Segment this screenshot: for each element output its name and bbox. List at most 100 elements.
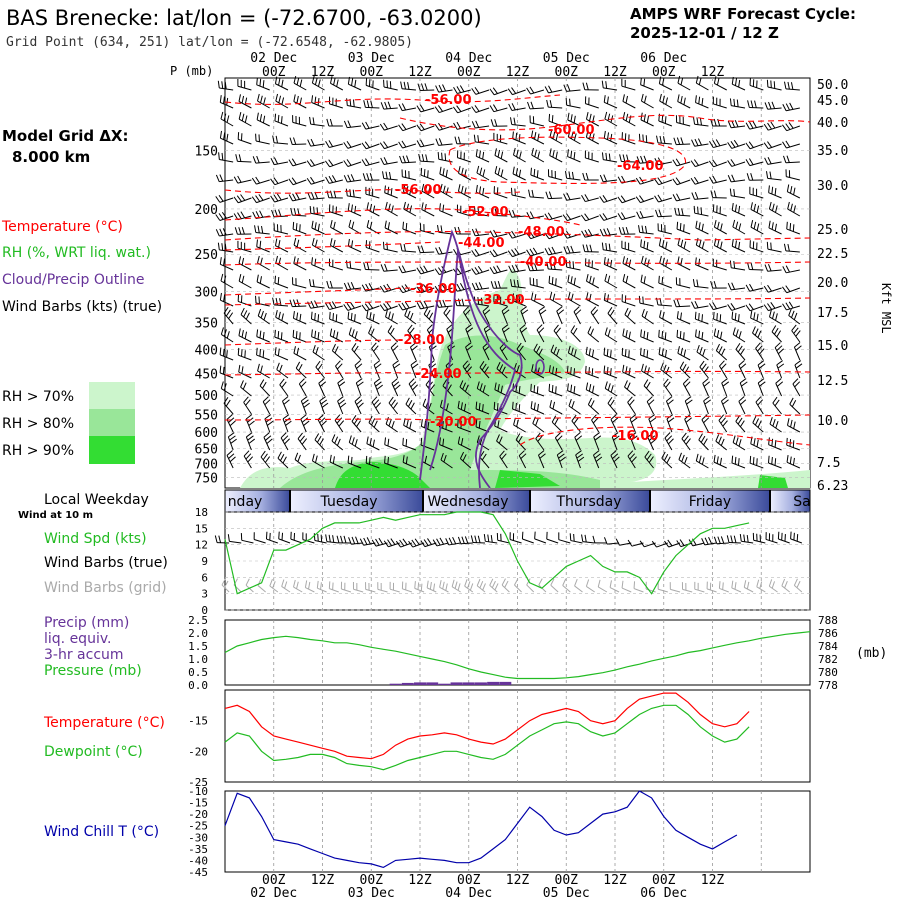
wind-barb-feather (621, 347, 624, 356)
wind-barb-feather (369, 438, 372, 446)
wind-barb-feather (740, 399, 747, 405)
wind-barb (781, 585, 790, 593)
wind-barb-feather (770, 302, 776, 309)
wind-barb-feather (464, 384, 469, 392)
wind-barb-feather (571, 171, 575, 180)
wind-barb-feather (606, 132, 610, 140)
wind-barb-feather (683, 332, 685, 340)
wind-barb-feather (319, 417, 326, 424)
wind-barb-feather (351, 415, 357, 422)
wind-barb-feather (672, 159, 678, 167)
wind-barb-feather (463, 403, 467, 412)
wind-barb-feather (345, 188, 348, 196)
wind-barb-feather (767, 141, 773, 148)
wind-barb-feather (409, 187, 412, 195)
wind-barb (735, 349, 746, 361)
wind-barb (593, 436, 600, 451)
wind-barb-feather (473, 206, 476, 214)
wind-barb-feather (347, 120, 352, 128)
wind-barb-feather (298, 364, 303, 371)
cross-section-wind-barbs (215, 75, 803, 469)
wind-barb-feather (512, 209, 516, 218)
wind-barb-feather (640, 239, 642, 247)
legend-rh90: RH > 90% (2, 443, 74, 459)
wind-barb-feather (734, 312, 737, 321)
wind-barb-feather (625, 330, 628, 338)
pressure-tick: 300 (195, 285, 218, 300)
wind-barb-feather (494, 208, 498, 216)
wind-barb-feather (732, 327, 736, 335)
wind-barb-feather (793, 312, 798, 320)
wind-barb-feather (404, 308, 408, 316)
wind-barb-feather (715, 139, 721, 147)
wind-barb-feather (521, 309, 529, 315)
wind-barb-feather (789, 397, 794, 405)
wind-barb-feather (293, 94, 296, 102)
wind-barb (568, 298, 581, 307)
wind-barb-feather (556, 435, 563, 442)
wind-barb (622, 280, 636, 289)
wind-barb-feather (414, 581, 416, 589)
wind-barb-feather (640, 274, 643, 283)
wind-barb-feather (771, 438, 774, 447)
wind-barb-feather (643, 348, 645, 357)
wind-barb-feather (351, 343, 357, 350)
wind-barb-feather (332, 456, 335, 464)
wind-barb-feather (457, 184, 461, 192)
wind-barb-feather (463, 306, 469, 313)
pressure-tick: 150 (195, 144, 218, 159)
wind-barb-feather (589, 244, 593, 252)
wind-barb-feather (628, 331, 631, 339)
wind-barb (624, 386, 636, 397)
wind-barb-feather (704, 399, 711, 405)
wind-barb-feather (530, 101, 534, 109)
panel-ytick: 12 (195, 539, 208, 552)
wind-barb-feather (604, 111, 608, 120)
wind-barb-feather (354, 396, 361, 402)
wind-barb-feather (771, 203, 775, 211)
temperature-panel-label: Temperature (°C) (43, 715, 165, 731)
wind-barb-feather (756, 205, 760, 213)
wind-barb-feather (792, 440, 795, 448)
wind-barb (785, 161, 800, 164)
wind-barb (302, 539, 315, 544)
wind-barb-feather (401, 103, 407, 111)
wind-barb-feather (223, 306, 229, 314)
top-hour-label: 00Z (457, 65, 481, 80)
wind-barb-feather (752, 457, 755, 465)
wind-barb-feather (676, 311, 679, 319)
wind-barb-feather (537, 435, 543, 442)
wind-barb-feather (297, 432, 303, 439)
wind-barb-feather (557, 309, 565, 315)
wind-barb-feather (608, 153, 611, 161)
wind-barb (332, 350, 344, 361)
wind-barb-feather (439, 166, 442, 175)
wind-barb-feather (603, 365, 606, 373)
wind-barb-feather (439, 580, 442, 588)
top-hour-label: 00Z (360, 65, 384, 80)
temperature-contour-label: -48.00 (518, 225, 565, 240)
wind-barb (597, 586, 608, 593)
wind-barb-feather (551, 415, 557, 423)
wind-barb (420, 230, 435, 235)
wind-barb-feather (302, 399, 309, 405)
wind-barb-feather (581, 230, 586, 238)
wind-barb-feather (424, 203, 427, 212)
wind-barb-feather (754, 328, 759, 336)
wind-barb-feather (226, 331, 230, 339)
wind-barb (772, 402, 782, 415)
wind-barb-feather (776, 360, 783, 366)
wind-barb-feather (411, 539, 417, 547)
wind-barb-feather (296, 347, 300, 356)
wind-barb (436, 542, 449, 547)
wind-barb-feather (655, 209, 659, 217)
wind-barb-feather (776, 345, 783, 352)
wind-barb-feather (553, 262, 556, 270)
wind-barb-feather (280, 116, 283, 124)
height-tick: 10.0 (817, 414, 848, 429)
wind-barb-feather (476, 578, 481, 586)
wind-barb-feather (477, 206, 480, 215)
wind-barb-feather (680, 77, 684, 85)
wind-barb-feather (311, 220, 314, 229)
wind-barb-feather (457, 136, 461, 144)
